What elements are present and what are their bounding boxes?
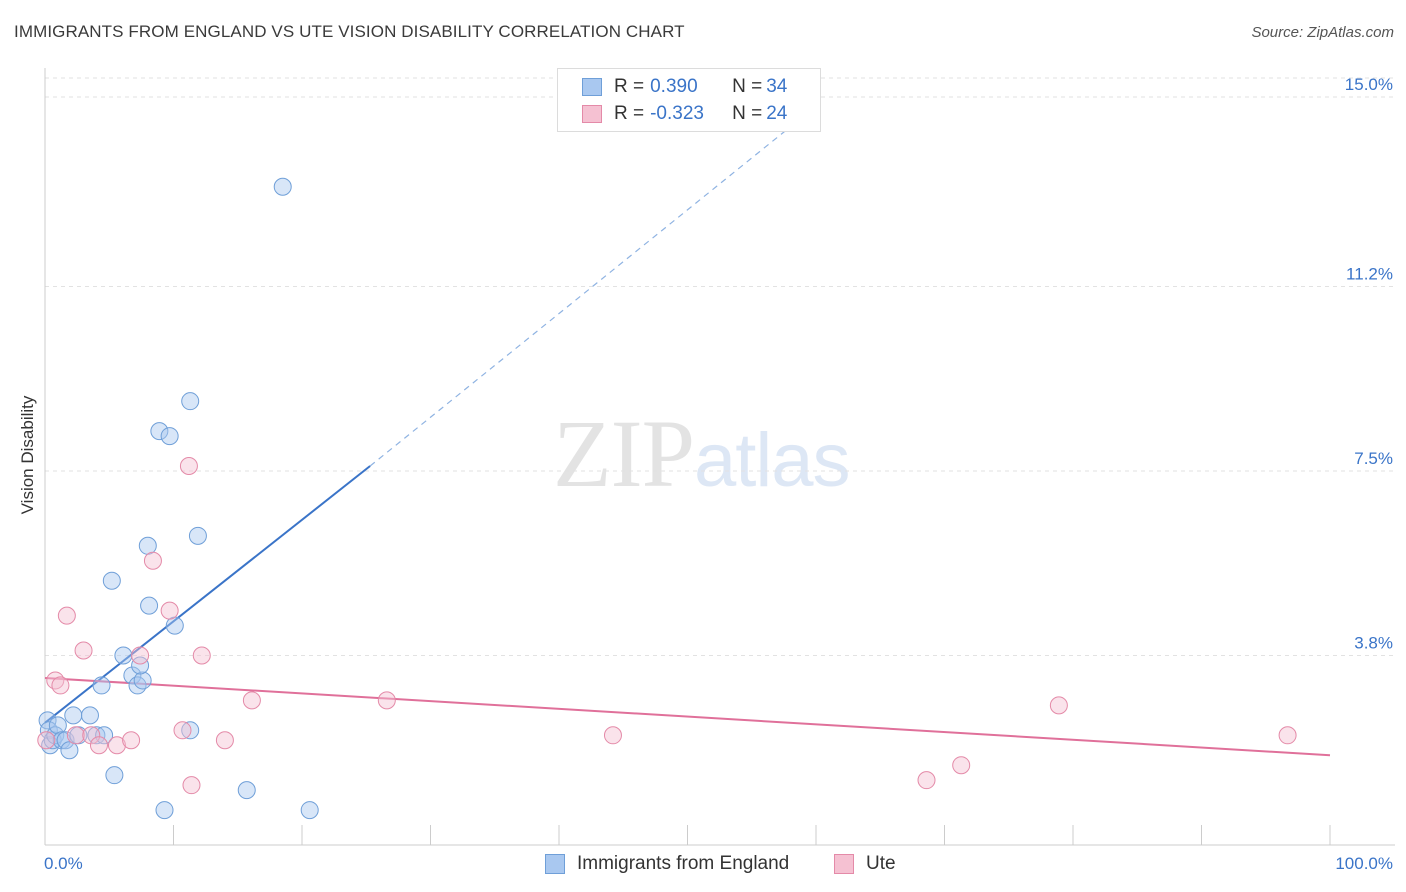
legend-n-value: 24	[766, 103, 788, 124]
source-label: Source: ZipAtlas.com	[1251, 24, 1394, 41]
point-ute	[89, 736, 108, 755]
point-ute	[160, 601, 179, 620]
point-england	[150, 422, 169, 441]
bottom-legend-label-ute: Ute	[866, 853, 896, 874]
legend-r-value: 0.390	[650, 76, 698, 97]
grid-lines	[45, 77, 1395, 657]
legend-swatch-ute	[582, 105, 602, 123]
legend-row-ute: R = -0.323 N = 24	[582, 102, 787, 126]
point-england	[105, 766, 124, 785]
point-ute	[917, 771, 936, 790]
point-england	[133, 671, 152, 690]
bottom-legend-label-england: Immigrants from England	[577, 853, 790, 874]
point-england	[52, 731, 71, 750]
point-england	[155, 801, 174, 820]
legend-swatch-england	[582, 78, 602, 96]
y-tick-label: 11.2%	[1346, 264, 1393, 283]
chart-title: IMMIGRANTS FROM ENGLAND VS UTE VISION DI…	[14, 22, 685, 41]
point-ute	[242, 691, 261, 710]
trend-line-england-extrapolated	[369, 101, 822, 467]
data-points	[37, 177, 1297, 820]
point-ute	[37, 731, 56, 750]
point-england	[140, 596, 159, 615]
axes	[44, 68, 1395, 846]
bottom-legend-england: Immigrants from England	[545, 852, 789, 876]
point-ute	[143, 551, 162, 570]
point-ute	[66, 726, 85, 745]
point-ute	[46, 671, 65, 690]
point-england	[64, 706, 83, 725]
point-england	[48, 716, 67, 735]
legend-row-england: R = 0.390 N = 34	[582, 75, 787, 99]
legend-r-value: -0.323	[650, 103, 704, 124]
y-tick-label: 15.0%	[1345, 75, 1393, 94]
correlation-legend: R = 0.390 N = 34 R = -0.323 N = 24	[557, 68, 821, 132]
y-axis-label: Vision Disability	[18, 395, 37, 515]
point-ute	[57, 606, 76, 625]
point-england	[123, 666, 142, 685]
point-ute	[377, 691, 396, 710]
legend-n-label: N =	[732, 76, 763, 97]
bottom-legend-swatch-ute	[834, 854, 854, 874]
point-ute	[51, 676, 70, 695]
trend-line-ute	[44, 676, 1331, 757]
point-ute	[74, 641, 93, 660]
y-tick-label: 7.5%	[1354, 449, 1393, 468]
watermark: ZIPatlas	[553, 398, 851, 509]
point-ute	[131, 646, 150, 665]
bottom-legend-swatch-england	[545, 854, 565, 874]
point-ute	[603, 726, 622, 745]
point-england	[102, 571, 121, 590]
point-ute	[122, 731, 141, 750]
point-england	[181, 392, 200, 411]
point-england	[38, 711, 57, 730]
trend-lines	[44, 101, 1331, 757]
trend-line-england	[44, 465, 371, 724]
point-england	[300, 801, 319, 820]
y-tick-label: 3.8%	[1354, 634, 1393, 653]
point-ute	[179, 457, 198, 476]
point-england	[138, 536, 157, 555]
point-ute	[952, 756, 971, 775]
point-ute	[182, 776, 201, 795]
point-england	[160, 427, 179, 446]
point-england	[95, 726, 114, 745]
point-england	[165, 616, 184, 635]
point-england	[181, 721, 200, 740]
legend-n-label: N =	[732, 103, 763, 124]
point-ute	[107, 736, 126, 755]
point-england	[128, 676, 147, 695]
point-ute	[192, 646, 211, 665]
point-england	[273, 177, 292, 196]
point-ute	[1278, 726, 1297, 745]
tick-labels: 3.8% 7.5% 11.2% 15.0% 0.0% 100.0%	[44, 75, 1393, 873]
legend-r-label: R =	[614, 76, 645, 97]
point-england	[60, 741, 79, 760]
watermark-atlas: atlas	[694, 418, 851, 503]
point-england	[92, 676, 111, 695]
point-england	[237, 781, 256, 800]
point-england	[188, 526, 207, 545]
x-tick-label: 100.0%	[1335, 854, 1393, 873]
point-ute	[173, 721, 192, 740]
point-england	[131, 656, 150, 675]
bottom-legend-ute: Ute	[834, 852, 896, 876]
point-ute	[1049, 696, 1068, 715]
watermark-zip: ZIP	[553, 400, 695, 507]
point-ute	[215, 731, 234, 750]
point-england	[114, 646, 133, 665]
point-ute	[82, 726, 101, 745]
legend-n-value: 34	[766, 76, 788, 97]
x-tick-label: 0.0%	[44, 854, 83, 873]
legend-r-label: R =	[614, 103, 645, 124]
point-england	[80, 706, 99, 725]
